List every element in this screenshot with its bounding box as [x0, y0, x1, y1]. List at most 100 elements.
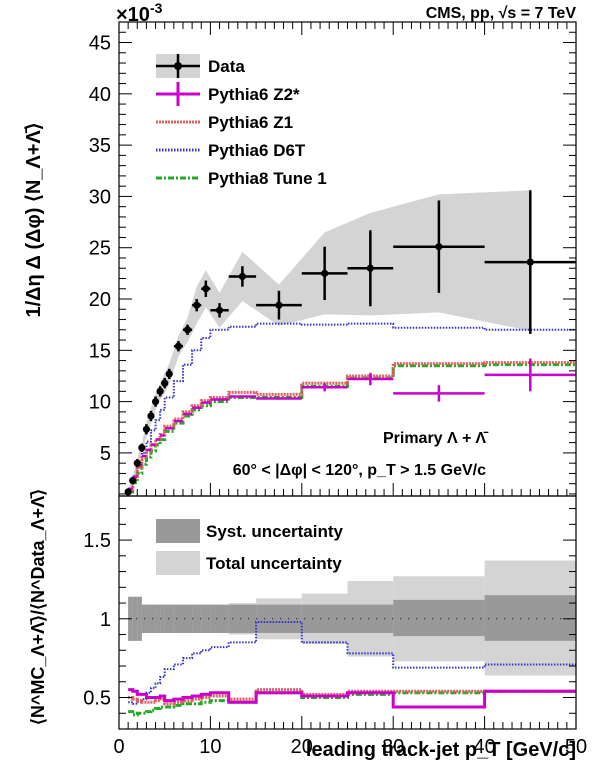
series-pythia6-d6t	[128, 322, 576, 490]
z2star-point	[141, 454, 147, 458]
data-point	[151, 396, 160, 407]
data-marker	[147, 412, 155, 420]
data-marker	[193, 301, 201, 309]
top-y-tick-label: 30	[89, 186, 111, 208]
data-point	[147, 410, 155, 422]
legend-marker	[174, 62, 182, 70]
scale-exponent-base: ×10	[116, 4, 150, 26]
bottom-y-tick-label: 0.5	[83, 688, 111, 710]
z2star-point	[160, 434, 165, 437]
data-point	[347, 230, 394, 307]
data-point	[201, 280, 211, 297]
data-point	[182, 324, 193, 335]
bottom-x-tick-label: 0	[113, 736, 124, 758]
data-marker	[129, 477, 137, 485]
top-y-tick-label: 45	[89, 33, 111, 55]
syst-uncertainty-bin	[160, 604, 165, 633]
data-point	[256, 290, 302, 320]
data-point	[173, 341, 183, 352]
legend-entry-pythia6-z1: Pythia6 Z1	[156, 113, 293, 132]
legend-label: Data	[208, 57, 245, 76]
data-point	[156, 386, 164, 397]
data-marker	[238, 272, 246, 281]
data-point	[138, 443, 146, 452]
data-point	[129, 477, 137, 485]
z2star-point	[484, 358, 576, 392]
syst-uncertainty-bin	[347, 604, 394, 633]
syst-uncertainty-bin	[256, 604, 302, 633]
data-marker	[138, 444, 146, 452]
legend-entry-pythia8-tune-1: Pythia8 Tune 1	[156, 169, 327, 188]
legend-label: Pythia6 Z2*	[208, 85, 300, 104]
z2star-point	[192, 406, 202, 410]
ratio-pythia8-tune1	[128, 689, 576, 717]
z2star-point	[210, 398, 229, 401]
top-y-tick-label: 20	[89, 289, 111, 311]
top-y-tick-label: 40	[89, 84, 111, 106]
legend-label: Pythia6 Z1	[208, 113, 293, 132]
bottom-x-tick-label: 20	[291, 736, 313, 758]
syst-uncertainty-bin	[137, 596, 142, 641]
data-marker	[275, 301, 283, 309]
syst-uncertainty-bin	[228, 604, 257, 633]
data-marker	[183, 326, 192, 334]
x-axis-label: leading track-jet p_T [GeV/c]	[306, 739, 576, 761]
data-marker	[202, 285, 210, 293]
legend-entry-pythia6-d6t: Pythia6 D6T	[156, 141, 306, 160]
bottom-y-label: ⟨N^MC_Λ+Λ̄⟩/⟨N^Data_Λ+Λ̄⟩	[28, 489, 48, 725]
z2star-point	[347, 372, 394, 386]
syst-uncertainty-bin	[155, 604, 161, 633]
syst-uncertainty-bin	[146, 604, 151, 633]
data-point	[484, 190, 576, 334]
bottom-y-tick-label: 1	[100, 609, 111, 631]
ratio-pythia6-d6t	[128, 620, 576, 705]
data-marker	[215, 306, 224, 314]
scale-exponent-power: -3	[150, 0, 163, 16]
top-panel: 5 10 15 20 25 30 35 40 45 Data Pythia6 Z2* Pythia6 …	[89, 21, 577, 497]
z2star-point	[164, 427, 174, 430]
data-point	[161, 378, 169, 389]
bottom-x-tick-label: 10	[199, 736, 221, 758]
ratio-pythia6-z1	[128, 688, 576, 706]
z2star-point	[182, 412, 193, 416]
data-marker	[321, 269, 329, 277]
legend-entry-syst-uncertainty: Syst. uncertainty	[156, 519, 344, 543]
data-marker	[526, 258, 534, 266]
legend-entry-total-uncertainty: Total uncertainty	[156, 551, 342, 575]
syst-uncertainty-bin	[141, 604, 147, 633]
top-y-label: 1/Δη Δ (Δφ) ⟨N_Λ+Λ̄⟩	[23, 122, 45, 317]
experiment-label: CMS, pp, √s = 7 TeV	[426, 5, 577, 22]
z2star-point	[393, 385, 485, 402]
data-marker	[165, 370, 173, 378]
syst-uncertainty-bin	[192, 604, 202, 633]
data-point	[133, 459, 141, 468]
z2star-point	[173, 419, 183, 423]
syst-uncertainty-bin	[132, 596, 138, 641]
data-marker	[156, 387, 164, 395]
annotation-cuts: 60° < |Δφ| < 120°, p_T > 1.5 GeV/c	[233, 462, 486, 479]
syst-uncertainty-bin	[201, 604, 211, 633]
data-point	[192, 299, 202, 312]
syst-uncertainty-bin	[210, 604, 229, 633]
data-point	[165, 368, 173, 380]
legend-label: Pythia8 Tune 1	[208, 169, 327, 188]
z2star-point	[146, 448, 151, 452]
data-marker	[366, 264, 374, 272]
data-point	[393, 200, 485, 293]
data-marker	[161, 379, 169, 387]
top-y-tick-label: 5	[100, 443, 111, 465]
syst-uncertainty-bin	[182, 604, 193, 633]
bottom-x-tick-label: 50	[565, 736, 587, 758]
syst-uncertainty-bin	[301, 604, 348, 633]
bottom-x-tick-label: 30	[382, 736, 404, 758]
top-y-tick-label: 35	[89, 135, 111, 157]
data-point	[210, 303, 229, 318]
z2star-point	[256, 397, 302, 400]
z2star-point	[150, 443, 156, 446]
top-y-tick-label: 10	[89, 392, 111, 414]
syst-uncertainty-bin	[173, 604, 183, 633]
data-marker	[142, 425, 151, 433]
data-marker	[435, 243, 443, 251]
legend-entry-pythia6-z2-: Pythia6 Z2*	[156, 82, 300, 106]
